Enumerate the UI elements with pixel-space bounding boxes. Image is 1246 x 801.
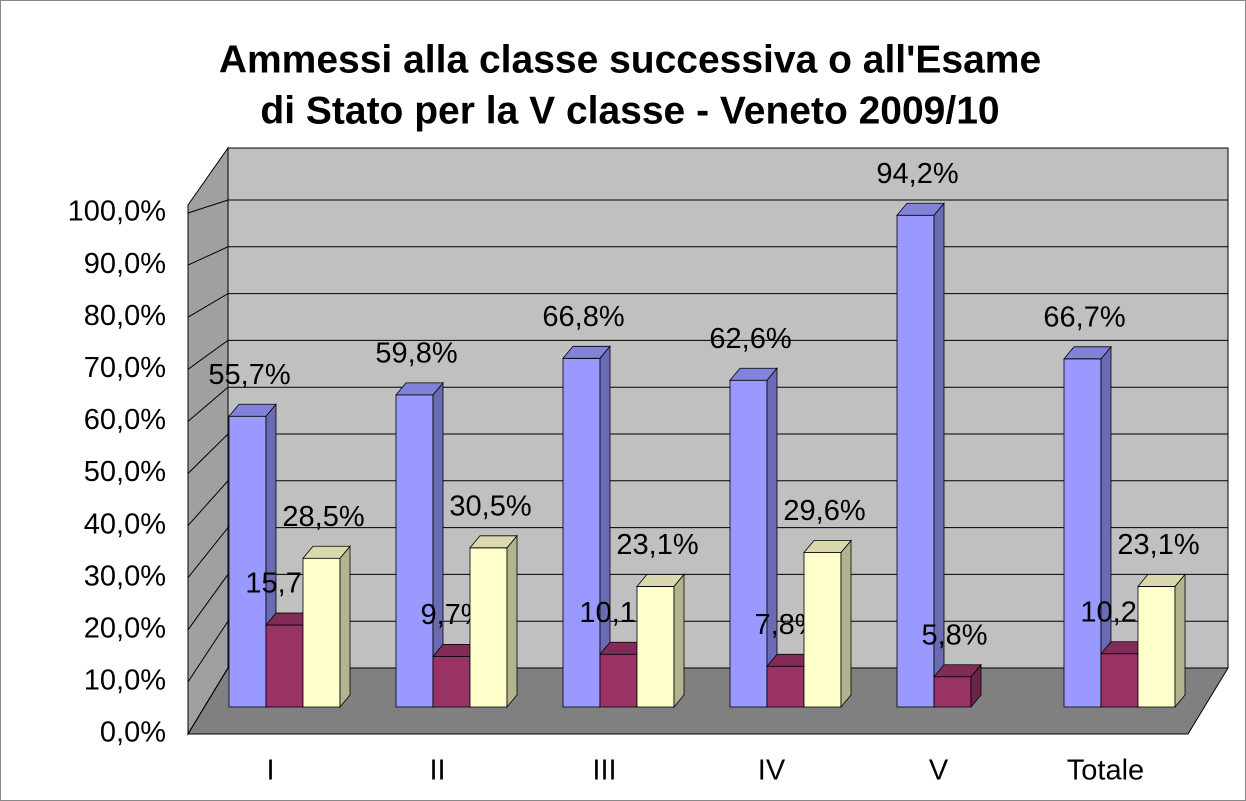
bar-top [469, 535, 518, 549]
grid-line [187, 386, 1228, 422]
value-label: 28,5% [282, 501, 364, 533]
bar-front [1137, 586, 1176, 708]
bar [636, 573, 685, 709]
value-label: 62,6% [709, 323, 791, 355]
y-tick-label: 100,0% [68, 196, 166, 228]
bar-side [673, 573, 685, 709]
bar-top [1137, 574, 1186, 587]
grid-line [187, 433, 1228, 474]
bar [395, 381, 444, 709]
grid-line [187, 527, 1228, 579]
bar-front [803, 552, 842, 708]
bar [1137, 573, 1186, 709]
y-tick-label: 70,0% [84, 352, 166, 384]
bar-front [265, 624, 304, 708]
y-tick-label: 60,0% [84, 404, 166, 436]
bar-side [506, 534, 518, 709]
value-label: 55,7% [208, 359, 290, 391]
value-label: 30,5% [449, 490, 531, 522]
y-tick-label: 40,0% [84, 508, 166, 540]
bar-top [896, 202, 945, 216]
bar-front [395, 394, 434, 708]
bar-top [729, 367, 778, 381]
bar-top [803, 540, 852, 553]
value-label: 23,1% [616, 529, 698, 561]
y-tick-label: 90,0% [84, 248, 166, 280]
bar-front [1100, 653, 1139, 708]
bar-top [228, 403, 277, 417]
x-tick-label: IV [758, 755, 786, 787]
grid-line [187, 246, 1228, 266]
bar [896, 202, 945, 709]
bar [729, 367, 778, 709]
y-tick-label: 20,0% [84, 612, 166, 644]
bar-front [933, 676, 972, 708]
grid-line [187, 667, 1228, 735]
y-tick-label: 0,0% [100, 717, 166, 749]
bar [803, 539, 852, 709]
bar-front [729, 379, 768, 708]
x-tick-label: I [266, 755, 274, 787]
y-tick-label: 10,0% [84, 665, 166, 697]
bar [1063, 345, 1112, 709]
grid-line [187, 293, 1228, 318]
y-tick-label: 50,0% [84, 456, 166, 488]
bar-top [1063, 346, 1112, 360]
grid-line [187, 480, 1228, 526]
x-tick-label: Totale [1067, 755, 1144, 787]
value-label: 29,6% [783, 495, 865, 527]
x-tick-label: III [592, 755, 616, 787]
y-tick-label: 30,0% [84, 560, 166, 592]
bar-front [228, 415, 267, 708]
bar-front [562, 357, 601, 708]
bar [933, 663, 982, 709]
bar-top [395, 382, 444, 396]
value-label: 66,7% [1043, 301, 1125, 333]
bar-front [432, 655, 471, 708]
bar-top [562, 345, 611, 359]
bar-front [1063, 358, 1102, 708]
chart-title: di Stato per la V classe - Veneto 2009/1… [260, 89, 999, 132]
bar-front [302, 557, 341, 708]
chart-title: Ammessi alla classe successiva o all'Esa… [219, 38, 1041, 81]
y-tick-label: 80,0% [84, 300, 166, 332]
side-wall [187, 146, 229, 736]
grid-line [187, 620, 1228, 683]
x-tick-label: II [429, 755, 445, 787]
bar-top [636, 574, 685, 587]
bar [469, 534, 518, 709]
grid-line [187, 573, 1228, 631]
bar-side [1174, 573, 1186, 709]
grid-line [187, 199, 1228, 214]
value-label: 66,8% [542, 301, 624, 333]
bar-front [636, 586, 675, 708]
value-label: 94,2% [876, 158, 958, 190]
bar-top [933, 664, 982, 678]
bar [562, 345, 611, 709]
value-label: 23,1% [1117, 529, 1199, 561]
grid-line [187, 339, 1228, 370]
bar-side [339, 545, 351, 709]
bar-front [766, 665, 805, 708]
bar-front [599, 653, 638, 708]
bar-side [840, 539, 852, 709]
bar-top [302, 545, 351, 559]
value-label: 5,8% [921, 619, 987, 651]
value-label: 59,8% [375, 338, 457, 370]
x-tick-label: V [929, 755, 949, 787]
bar-front [469, 547, 508, 708]
bar [302, 545, 351, 709]
